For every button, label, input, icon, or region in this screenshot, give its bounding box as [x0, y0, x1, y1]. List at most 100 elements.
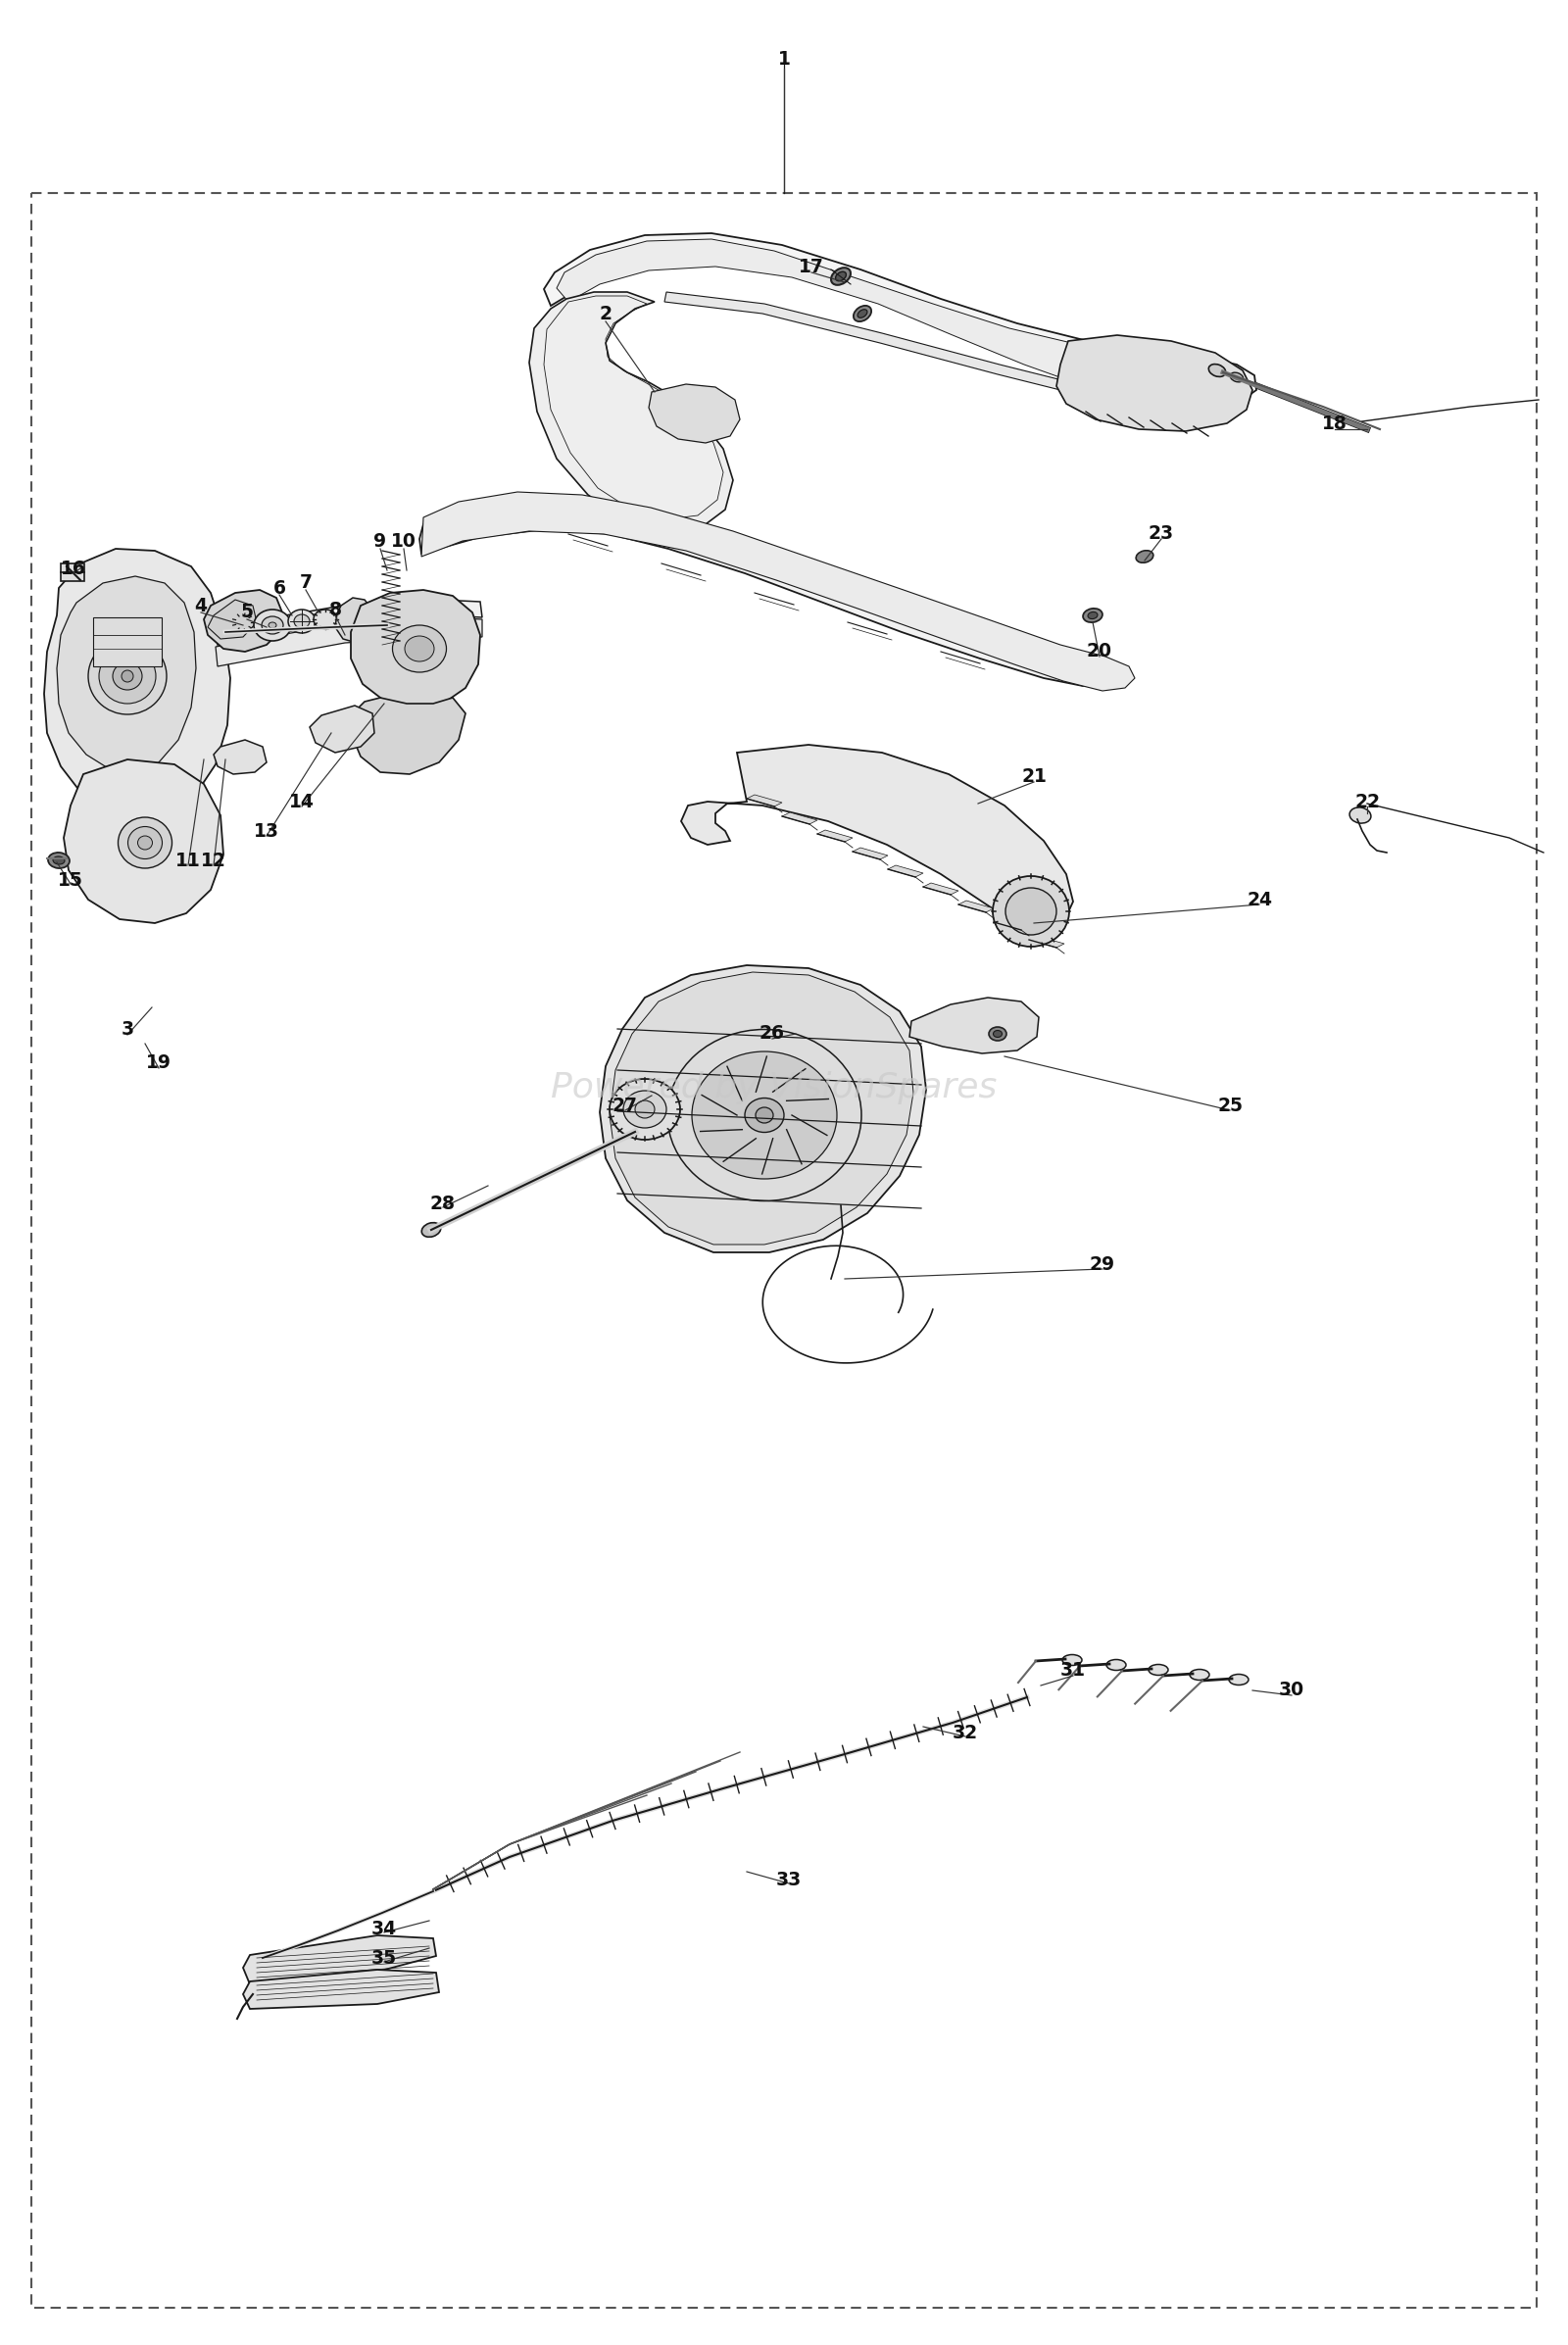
Ellipse shape	[392, 626, 447, 673]
Ellipse shape	[836, 272, 847, 281]
Polygon shape	[887, 865, 924, 877]
Text: 20: 20	[1087, 643, 1112, 661]
Ellipse shape	[289, 610, 315, 633]
Polygon shape	[1029, 936, 1065, 947]
Polygon shape	[216, 617, 483, 666]
Polygon shape	[924, 884, 958, 896]
Polygon shape	[351, 591, 480, 708]
Polygon shape	[817, 830, 853, 842]
Ellipse shape	[858, 310, 867, 319]
Text: 32: 32	[952, 1724, 978, 1742]
Text: 29: 29	[1090, 1255, 1115, 1273]
Polygon shape	[544, 232, 1256, 403]
Ellipse shape	[254, 610, 292, 640]
Polygon shape	[909, 997, 1038, 1053]
Text: 19: 19	[146, 1053, 171, 1072]
Text: 4: 4	[194, 596, 207, 614]
Polygon shape	[420, 497, 1115, 687]
Ellipse shape	[1005, 889, 1057, 936]
Ellipse shape	[993, 1029, 1002, 1036]
Ellipse shape	[118, 818, 172, 868]
Bar	[61, 563, 85, 582]
Ellipse shape	[668, 1029, 861, 1201]
Polygon shape	[994, 919, 1029, 931]
Polygon shape	[213, 741, 267, 774]
Polygon shape	[422, 492, 1135, 692]
Text: 25: 25	[1217, 1095, 1242, 1114]
Polygon shape	[599, 966, 927, 1252]
Text: 15: 15	[58, 870, 83, 889]
Text: 30: 30	[1279, 1681, 1305, 1700]
Ellipse shape	[113, 661, 143, 689]
Ellipse shape	[1231, 373, 1243, 382]
Ellipse shape	[831, 267, 850, 286]
Text: 3: 3	[121, 1020, 133, 1039]
Ellipse shape	[262, 617, 284, 633]
Ellipse shape	[1063, 1656, 1082, 1665]
Ellipse shape	[1148, 1665, 1168, 1674]
Text: 34: 34	[372, 1918, 397, 1937]
Polygon shape	[351, 699, 466, 774]
Text: 9: 9	[373, 532, 387, 551]
Ellipse shape	[405, 635, 434, 661]
Text: 35: 35	[372, 1949, 397, 1967]
Ellipse shape	[635, 1100, 655, 1119]
Ellipse shape	[691, 1051, 837, 1180]
Text: 11: 11	[176, 851, 201, 870]
Ellipse shape	[232, 614, 254, 631]
Text: Powered by VisionSpares: Powered by VisionSpares	[550, 1072, 997, 1104]
Polygon shape	[853, 847, 887, 858]
Polygon shape	[243, 1970, 439, 2010]
Text: 23: 23	[1148, 525, 1174, 544]
Text: 7: 7	[299, 575, 312, 593]
Polygon shape	[216, 600, 483, 645]
Ellipse shape	[49, 854, 69, 868]
Text: 24: 24	[1247, 891, 1272, 910]
Ellipse shape	[756, 1107, 773, 1123]
Polygon shape	[610, 973, 913, 1245]
Polygon shape	[243, 1935, 436, 1984]
Text: 28: 28	[430, 1194, 456, 1212]
Text: 33: 33	[776, 1871, 801, 1888]
Ellipse shape	[1135, 551, 1154, 563]
Ellipse shape	[1190, 1670, 1209, 1679]
Polygon shape	[204, 591, 282, 652]
Text: 5: 5	[240, 603, 254, 621]
Ellipse shape	[1083, 607, 1102, 621]
Text: 12: 12	[201, 851, 226, 870]
Text: 1: 1	[778, 49, 790, 68]
Ellipse shape	[1209, 363, 1226, 378]
Polygon shape	[782, 811, 817, 823]
Ellipse shape	[853, 305, 872, 321]
Polygon shape	[649, 385, 740, 443]
Ellipse shape	[1088, 612, 1098, 619]
Ellipse shape	[295, 614, 310, 628]
Ellipse shape	[138, 835, 152, 849]
Text: 18: 18	[1322, 415, 1347, 431]
Polygon shape	[746, 795, 782, 807]
Polygon shape	[530, 293, 734, 530]
Ellipse shape	[422, 1222, 441, 1238]
Polygon shape	[665, 293, 1157, 408]
Text: 16: 16	[61, 558, 86, 577]
Text: 10: 10	[390, 532, 417, 551]
Ellipse shape	[1350, 807, 1370, 823]
Bar	[93, 617, 162, 666]
Ellipse shape	[610, 1079, 681, 1140]
Text: 21: 21	[1021, 767, 1046, 786]
Ellipse shape	[383, 640, 398, 652]
Ellipse shape	[993, 877, 1069, 947]
Polygon shape	[64, 760, 224, 924]
Ellipse shape	[99, 650, 155, 704]
Text: 6: 6	[273, 579, 285, 598]
Ellipse shape	[624, 1090, 666, 1128]
Text: 27: 27	[613, 1095, 638, 1114]
Text: 22: 22	[1355, 793, 1380, 811]
Ellipse shape	[129, 825, 162, 858]
Text: 31: 31	[1060, 1663, 1085, 1679]
Ellipse shape	[745, 1097, 784, 1133]
Text: 13: 13	[254, 821, 279, 840]
Ellipse shape	[1107, 1660, 1126, 1670]
Polygon shape	[336, 598, 375, 643]
Ellipse shape	[53, 856, 64, 865]
